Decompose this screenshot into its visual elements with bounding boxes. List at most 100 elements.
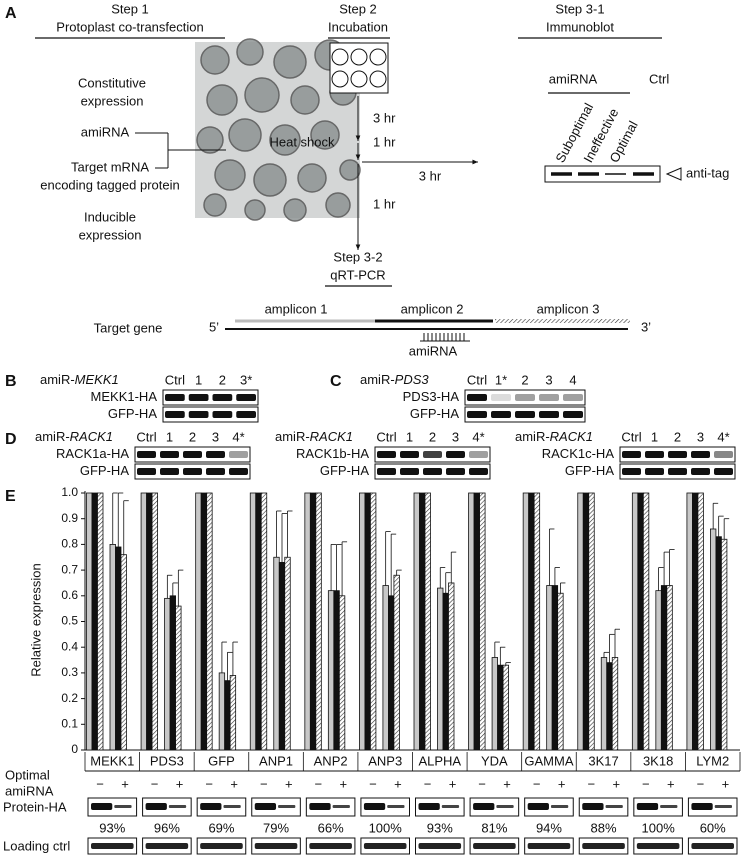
sign: + <box>394 776 402 791</box>
bar <box>309 492 317 751</box>
band <box>165 394 185 401</box>
cell <box>206 84 238 116</box>
label: qRT-PCR <box>330 267 385 282</box>
band <box>539 394 559 401</box>
bar <box>359 492 366 751</box>
x-tick-label: 3K17 <box>588 753 618 768</box>
bar <box>697 492 704 751</box>
x-tick-label: 3K18 <box>643 753 673 768</box>
sign: + <box>121 776 129 791</box>
bar <box>91 492 98 751</box>
blot-title: amiR-RACK1 <box>35 429 113 444</box>
label: amiRNA <box>81 124 130 139</box>
band <box>605 805 623 808</box>
bar <box>710 528 717 751</box>
band <box>605 173 626 175</box>
bar <box>333 590 340 751</box>
band <box>400 451 419 458</box>
band <box>691 451 710 458</box>
x-tick-label: GAMMA <box>524 753 573 768</box>
lane-label: 2 <box>674 429 681 444</box>
y-tick-label: 1.0 <box>61 485 78 499</box>
lane-label: Ctrl <box>467 372 487 387</box>
band <box>145 843 189 849</box>
label: Constitutive <box>78 75 146 90</box>
bar <box>692 492 699 751</box>
band <box>309 843 352 849</box>
lane-label: 1 <box>406 429 413 444</box>
y-tick-label: 0.7 <box>61 562 78 576</box>
arrow-head <box>355 135 361 141</box>
row-label: GFP-HA <box>80 463 129 478</box>
bar <box>546 585 553 751</box>
sign: + <box>340 776 348 791</box>
bar <box>260 492 268 751</box>
bar <box>666 585 673 751</box>
row-label: PDS3-HA <box>403 389 460 404</box>
x-tick-label: LYM2 <box>696 753 729 768</box>
band <box>423 468 442 475</box>
bar <box>175 605 182 751</box>
band <box>582 843 625 849</box>
bar <box>206 492 213 751</box>
lane-label: Ctrl <box>376 429 396 444</box>
bar <box>642 492 650 751</box>
sign: − <box>315 776 323 791</box>
bar <box>284 556 291 751</box>
bar <box>169 595 176 751</box>
lane-label: 2 <box>189 429 196 444</box>
lane-label: 1 <box>651 429 658 444</box>
lane-label: 2 <box>219 372 226 387</box>
label: expression <box>79 227 142 242</box>
gene: PDS3 <box>395 372 430 387</box>
x-tick-label: GFP <box>208 753 235 768</box>
blot-title: amiR-RACK1 <box>275 429 353 444</box>
label: anti-tag <box>686 165 729 180</box>
x-tick-label: ANP1 <box>259 753 293 768</box>
band <box>223 805 241 808</box>
band <box>377 468 396 475</box>
bar <box>502 664 509 751</box>
panel-letter: E <box>5 488 16 505</box>
prefix: amiR- <box>35 429 70 444</box>
bar <box>437 587 444 751</box>
y-tick-label: 0 <box>71 742 78 756</box>
sign: + <box>176 776 184 791</box>
band <box>491 411 511 418</box>
cell <box>269 124 301 156</box>
sign: − <box>587 776 595 791</box>
percent-label: 88% <box>591 820 617 835</box>
percent-label: 93% <box>427 820 453 835</box>
bar <box>370 492 377 751</box>
bar <box>224 680 231 751</box>
cell <box>339 159 361 181</box>
band <box>491 394 511 401</box>
bar <box>413 492 420 751</box>
label: Step 3-2 <box>333 249 382 264</box>
band <box>363 843 407 849</box>
band <box>168 805 187 808</box>
x-tick-label: PDS3 <box>150 753 184 768</box>
gene: RACK1 <box>550 429 593 444</box>
bar <box>388 595 395 751</box>
row-label: MEKK1-HA <box>91 389 158 404</box>
bar <box>582 492 590 751</box>
band <box>332 805 350 808</box>
band <box>645 451 664 458</box>
band <box>660 805 678 808</box>
band <box>578 172 599 176</box>
band <box>278 805 296 808</box>
gene: RACK1 <box>310 429 353 444</box>
bar <box>497 664 504 751</box>
label: Ctrl <box>649 71 669 86</box>
band <box>418 843 462 849</box>
label: Target gene <box>94 320 163 335</box>
lane-label: 4* <box>232 429 244 444</box>
sign: + <box>558 776 566 791</box>
bar <box>200 492 208 751</box>
label: amiRNA <box>5 783 54 798</box>
cell <box>283 198 307 222</box>
band <box>467 411 487 418</box>
band <box>229 451 248 458</box>
bar <box>442 592 449 751</box>
